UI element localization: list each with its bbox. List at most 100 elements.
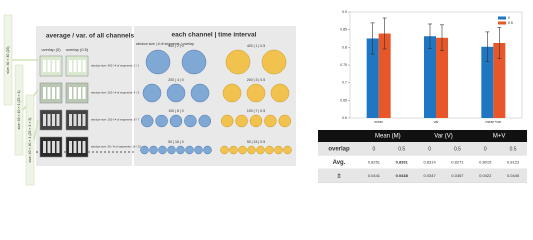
thumbnail-stripe [78, 87, 81, 99]
segment-circle [140, 145, 149, 155]
group-label: 100 | 8 | 0 [168, 109, 183, 113]
side-label: size: 40 × 40 × 4 (25 × 4 × 2) [28, 118, 32, 163]
thumbnail-stripe [82, 87, 86, 99]
thumbnail-stripe [43, 114, 46, 126]
group-label: 200 | 3 | 0.5 [247, 78, 265, 82]
y-tick-label: 0.75 [340, 63, 347, 67]
side-label: size: 40 × 40 × 4 (25 × 4) [17, 90, 21, 129]
table-cell: 0 [373, 146, 376, 152]
bar [436, 37, 448, 119]
segment-circle [142, 83, 162, 103]
segment-circle [149, 145, 158, 155]
segment-circle [169, 114, 183, 128]
table-header: M+V [493, 134, 506, 140]
segment-circle [158, 145, 167, 155]
segment-circle [261, 49, 287, 75]
segment-circle [246, 83, 266, 103]
thumbnail-stripe [52, 114, 55, 126]
bar [493, 42, 506, 118]
thumbnail-stripe [82, 60, 86, 72]
table-cell: 0.0367 [451, 173, 464, 178]
thumbnail-stripe [69, 114, 72, 126]
table-cell: 0.8271 [451, 160, 464, 165]
segment-circle [185, 145, 194, 155]
table-cell: ± [337, 174, 341, 180]
table-cell: 0.8015 [479, 160, 492, 165]
segment-circle [181, 49, 207, 75]
thumbnail-stripe [47, 141, 51, 153]
middle-subtitle: window size | # of segments | overlap [136, 42, 194, 46]
thumbnail-stripe [73, 60, 77, 72]
bar [481, 46, 494, 119]
segment-circle [184, 114, 197, 128]
table-cell: 0.0438 [396, 173, 409, 178]
legend-swatch [498, 21, 506, 25]
thumbnail-stripe [47, 60, 51, 72]
segment-circle [167, 145, 176, 155]
figure: average / var. of all channels overlap (… [3, 10, 527, 186]
x-tick-label: mean+var [485, 120, 501, 124]
y-tick-label: 0.6 [342, 116, 347, 120]
table-cell: 0.0445 [507, 173, 520, 178]
thumbnail-stripe [56, 114, 60, 126]
table-cell: 0.0422 [479, 173, 492, 178]
segment-circle [278, 114, 292, 128]
column-label: overlap (0) [41, 47, 61, 52]
y-tick-label: 0.9 [342, 10, 347, 14]
legend-label: 0.5 [508, 21, 513, 25]
table-cell: 0 [428, 146, 431, 152]
segment-circle [145, 49, 171, 75]
thumbnail-stripe [56, 87, 60, 99]
table-header-bg [318, 130, 527, 142]
segment-circle [283, 145, 292, 155]
legend-label: 0 [508, 16, 510, 20]
segment-circle [225, 49, 251, 75]
thumbnail-stripe [56, 60, 60, 72]
table-cell: 0.8391 [396, 160, 409, 165]
thumbnail-stripe [52, 60, 55, 72]
table-cell: 0.5 [454, 146, 461, 152]
segment-circle [249, 114, 263, 128]
thumbnail-stripe [73, 87, 77, 99]
x-tick-label: var [434, 120, 440, 124]
segment-circle [176, 145, 185, 155]
bar [424, 36, 436, 119]
thumbnail-stripe [43, 141, 46, 153]
thumbnail-stripe [47, 87, 51, 99]
thumbnail-stripe [78, 114, 81, 126]
segment-circle [166, 83, 186, 103]
table-row-bg [318, 142, 527, 156]
table-header: Mean (M) [375, 134, 401, 140]
thumbnail-stripe [78, 141, 81, 153]
segment-circle [238, 145, 247, 155]
thumbnail-stripe [47, 114, 51, 126]
segment-circle [194, 145, 203, 155]
segment-circle [274, 145, 283, 155]
table-cell: 0.5 [510, 146, 517, 152]
thumbnail-stripe [78, 60, 81, 72]
segment-circle [235, 114, 248, 128]
thumbnail-stripe [43, 87, 46, 99]
segment-circle [229, 145, 238, 155]
row-caption: window size: 50 / # of segments: 16 / 15 [91, 145, 141, 149]
y-tick-label: 0.7 [342, 81, 347, 85]
y-tick-label: 0.85 [340, 28, 347, 32]
segment-circle [140, 114, 154, 128]
segment-circle [198, 114, 212, 128]
segment-circle [190, 83, 210, 103]
segment-circle [264, 114, 277, 128]
x-tick-label: mean [374, 120, 383, 124]
segment-circle [220, 145, 229, 155]
row-caption: window size: 400 / # of segments: 2 / 1 [91, 64, 140, 68]
thumbnail-stripe [73, 114, 77, 126]
segment-circle [220, 114, 234, 128]
segment-circle [247, 145, 256, 155]
thumbnail-stripe [43, 60, 46, 72]
page: average / var. of all channels overlap (… [3, 9, 527, 186]
table-cell: 0.0441 [368, 173, 381, 178]
segment-circle [265, 145, 274, 155]
segment-circle [222, 83, 242, 103]
segment-circle [256, 145, 265, 155]
middle-title: each channel | time interval [172, 32, 257, 39]
column-label: overlap (0.5) [66, 47, 89, 52]
